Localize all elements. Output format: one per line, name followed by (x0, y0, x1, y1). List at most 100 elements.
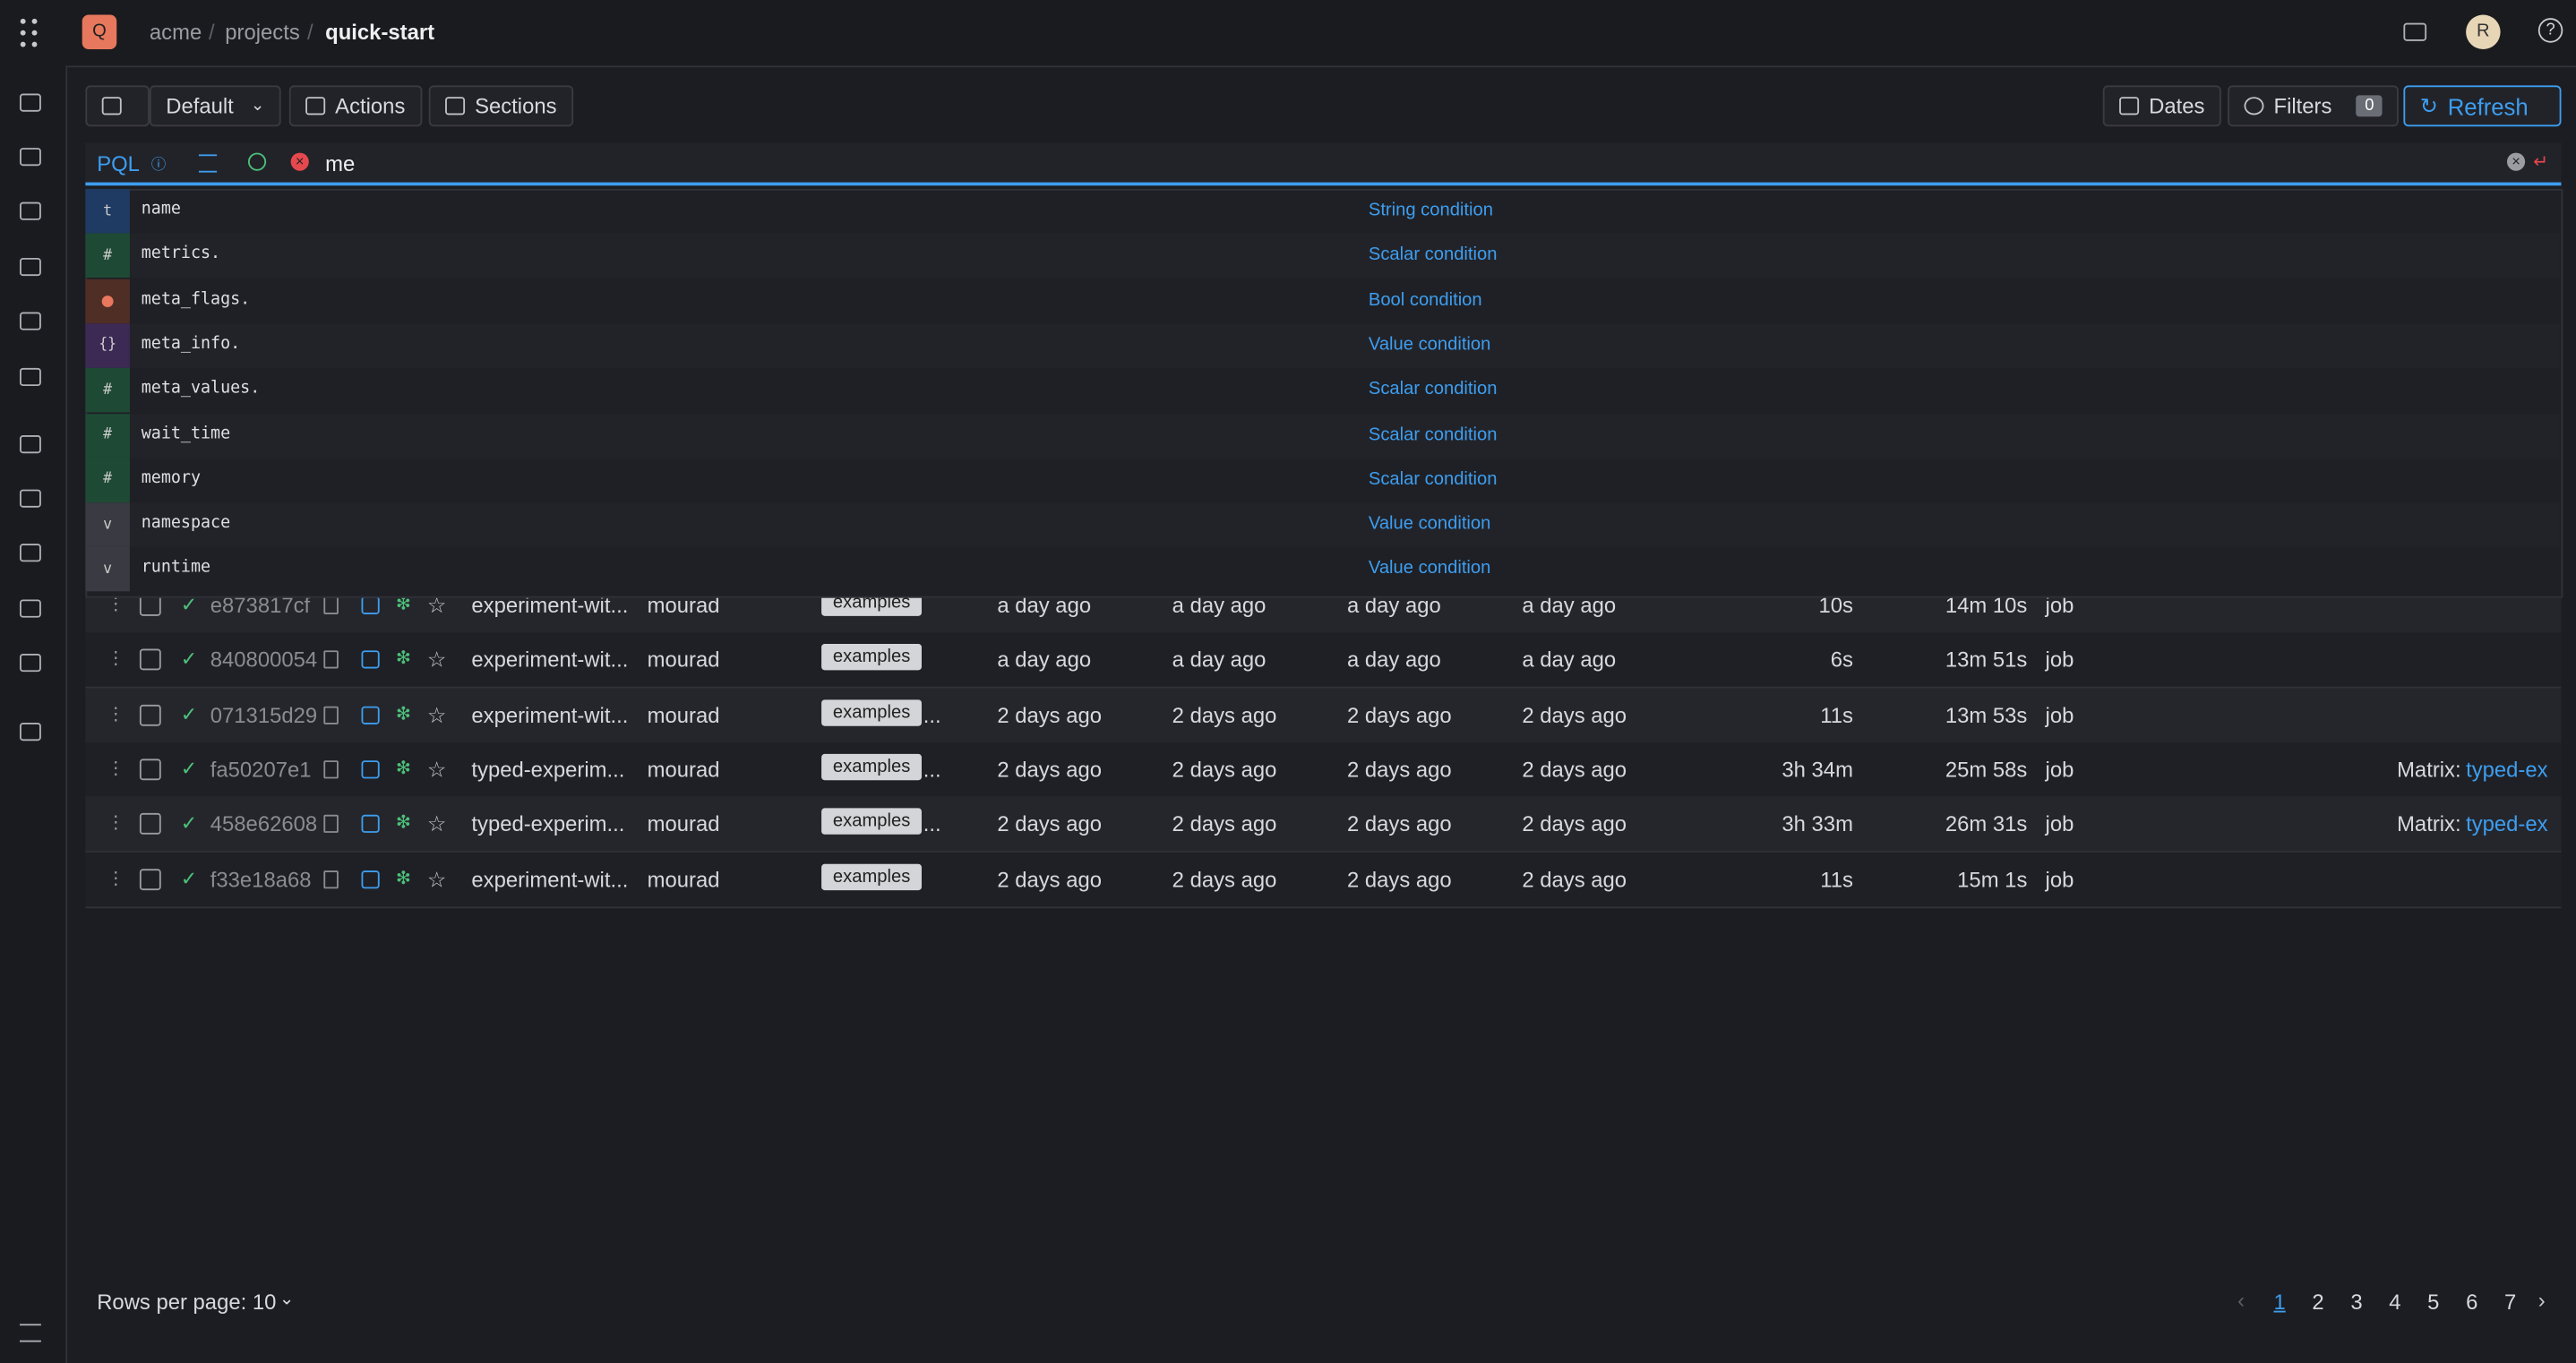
drag-handle[interactable]: ⋮ (107, 704, 125, 724)
filters-button[interactable]: Filters 0 (2228, 85, 2399, 127)
run-uuid[interactable]: f33e18a68 (210, 866, 312, 892)
page-number[interactable]: 4 (2389, 1289, 2401, 1315)
refresh-button[interactable]: ↻ Refresh (2403, 85, 2562, 127)
lineage-icon[interactable]: ❇ (396, 868, 411, 888)
nav-icon[interactable] (20, 312, 41, 330)
pipeline-link[interactable]: typed-ex (2466, 811, 2548, 836)
menu-icon[interactable] (18, 16, 41, 49)
page-number[interactable]: 1 (2273, 1289, 2286, 1315)
prev-page[interactable]: ‹ (2237, 1287, 2245, 1313)
star-icon[interactable]: ☆ (426, 702, 447, 727)
run-uuid[interactable]: 458e62608 (210, 811, 318, 836)
preset-select[interactable]: Default ⌄ (149, 85, 281, 127)
project-avatar[interactable]: Q (82, 14, 117, 50)
user-avatar[interactable]: R (2466, 14, 2501, 50)
rows-per-page[interactable]: Rows per page: 10 (97, 1289, 277, 1315)
copy-icon[interactable] (323, 870, 339, 888)
run-name[interactable]: typed-experim... (471, 757, 625, 782)
list-icon[interactable] (198, 154, 218, 173)
suggestion[interactable]: v namespace Value condition (85, 502, 2560, 547)
nav-icon[interactable] (20, 599, 41, 618)
actions-button[interactable]: Actions (288, 85, 423, 127)
run-name[interactable]: typed-experim... (471, 811, 625, 836)
drag-handle[interactable]: ⋮ (107, 594, 125, 614)
dates-button[interactable]: Dates (2102, 85, 2221, 127)
suggestion[interactable]: # meta_values. Scalar condition (85, 368, 2559, 413)
suggestion[interactable]: v runtime Value condition (85, 547, 2559, 593)
open-icon[interactable] (361, 815, 380, 834)
suggestion[interactable]: t name String condition (85, 188, 2559, 234)
search-mode[interactable]: PQL (97, 150, 140, 176)
suggestion[interactable]: meta_flags. Bool condition (85, 279, 2559, 323)
open-icon[interactable] (361, 705, 380, 724)
drag-handle[interactable]: ⋮ (107, 868, 125, 888)
page-number[interactable]: 7 (2504, 1289, 2517, 1315)
copy-icon[interactable] (323, 596, 339, 614)
folder-icon[interactable] (2403, 22, 2427, 41)
breadcrumb-org[interactable]: acme (149, 20, 202, 45)
open-icon[interactable] (361, 650, 380, 670)
lineage-icon[interactable]: ❇ (396, 594, 411, 614)
pipeline-link[interactable]: typed-ex (2466, 757, 2548, 782)
page-number[interactable]: 5 (2427, 1289, 2440, 1315)
breadcrumb-project[interactable]: quick-start (325, 20, 435, 45)
search-input[interactable]: me (325, 150, 356, 176)
clear-button[interactable]: × (2506, 152, 2526, 171)
open-icon[interactable] (361, 596, 380, 614)
open-icon[interactable] (361, 760, 380, 779)
nav-icon[interactable] (20, 489, 41, 508)
nav-icon[interactable] (20, 367, 41, 387)
nav-icon[interactable] (20, 257, 41, 277)
nav-icon[interactable] (20, 93, 41, 112)
next-page[interactable]: › (2537, 1287, 2546, 1313)
star-icon[interactable]: ☆ (426, 811, 447, 836)
checkbox[interactable] (139, 759, 161, 781)
page-number[interactable]: 2 (2312, 1289, 2324, 1315)
checkbox[interactable] (139, 649, 161, 671)
suggestion[interactable]: # memory Scalar condition (85, 458, 2559, 502)
checkbox[interactable] (139, 704, 161, 725)
history-icon[interactable] (247, 152, 267, 171)
copy-icon[interactable] (323, 815, 339, 834)
run-name[interactable]: experiment-wit... (471, 647, 629, 673)
star-icon[interactable]: ☆ (426, 866, 447, 892)
nav-icon[interactable] (20, 435, 41, 454)
nav-icon[interactable] (20, 201, 41, 220)
nav-icon[interactable] (20, 723, 41, 742)
drag-handle[interactable]: ⋮ (107, 649, 125, 670)
copy-icon[interactable] (323, 760, 339, 779)
save-button[interactable] (85, 85, 150, 127)
collapse-icon[interactable] (20, 1324, 41, 1342)
rows-per-page-caret[interactable]: ⌄ (279, 1289, 295, 1309)
lineage-icon[interactable]: ❇ (396, 759, 411, 779)
open-icon[interactable] (361, 870, 380, 888)
lineage-icon[interactable]: ❇ (396, 704, 411, 724)
mode-info-icon[interactable]: ⓘ (150, 156, 167, 173)
run-uuid[interactable]: fa50207e1 (210, 757, 312, 782)
copy-icon[interactable] (323, 650, 339, 670)
run-uuid[interactable]: 071315d29 (210, 702, 318, 727)
help-icon[interactable]: ? (2537, 18, 2563, 43)
sections-button[interactable]: Sections (428, 85, 574, 127)
star-icon[interactable]: ☆ (426, 757, 447, 782)
page-number[interactable]: 3 (2350, 1289, 2363, 1315)
submit-icon[interactable]: ↵ (2533, 152, 2549, 173)
run-uuid[interactable]: 840800054 (210, 647, 318, 673)
lineage-icon[interactable]: ❇ (396, 649, 411, 670)
run-name[interactable]: experiment-wit... (471, 702, 629, 727)
suggestion[interactable]: # metrics. Scalar condition (85, 233, 2560, 279)
star-icon[interactable]: ☆ (426, 647, 447, 673)
page-number[interactable]: 6 (2466, 1289, 2478, 1315)
star-icon[interactable]: ☆ (426, 593, 447, 618)
checkbox[interactable] (139, 868, 161, 890)
run-name[interactable]: experiment-wit... (471, 866, 629, 892)
nav-icon[interactable] (20, 544, 41, 562)
checkbox[interactable] (139, 813, 161, 836)
drag-handle[interactable]: ⋮ (107, 759, 125, 779)
nav-icon[interactable] (20, 148, 41, 167)
breadcrumb-section[interactable]: projects (225, 20, 300, 45)
lineage-icon[interactable]: ❇ (396, 813, 411, 834)
copy-icon[interactable] (323, 705, 339, 724)
suggestion[interactable]: # wait_time Scalar condition (85, 413, 2560, 458)
suggestion[interactable]: {} meta_info. Value condition (85, 323, 2560, 368)
